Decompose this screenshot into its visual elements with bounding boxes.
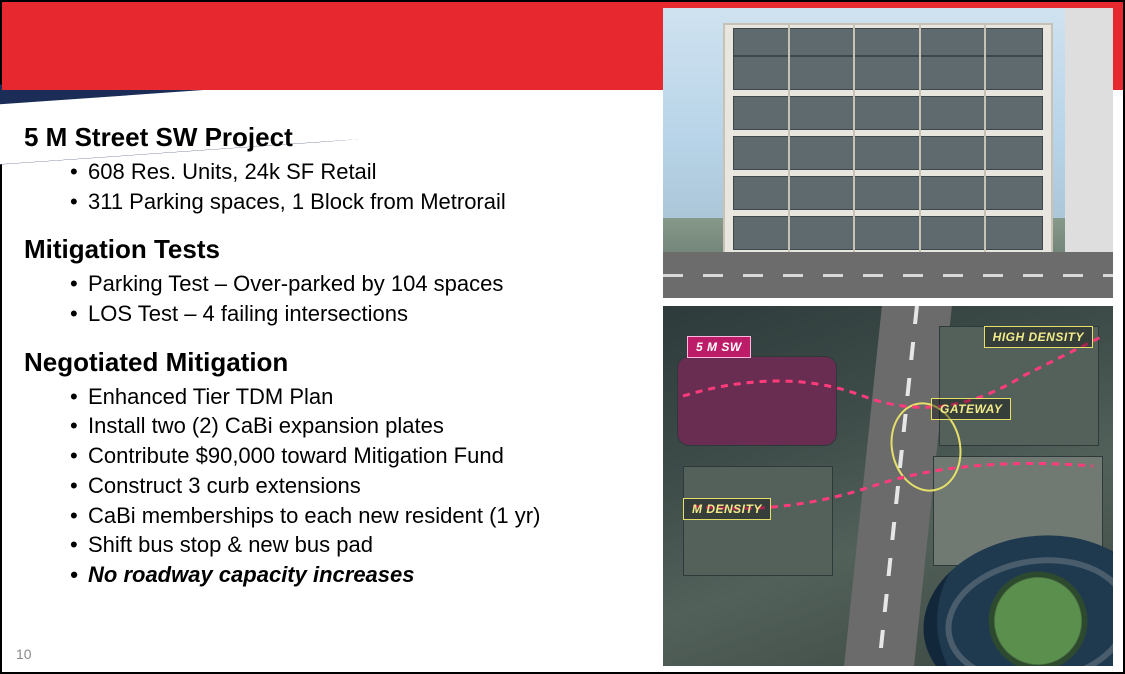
list-item: Install two (2) CaBi expansion plates bbox=[70, 411, 654, 441]
list-item: Contribute $90,000 toward Mitigation Fun… bbox=[70, 441, 654, 471]
bullet-list-mitigation: Enhanced Tier TDM Plan Install two (2) C… bbox=[24, 382, 654, 590]
list-item: Construct 3 curb extensions bbox=[70, 471, 654, 501]
content-column: 5 M Street SW Project 608 Res. Units, 24… bbox=[24, 122, 654, 590]
bullet-list-project: 608 Res. Units, 24k SF Retail 311 Parkin… bbox=[24, 157, 654, 216]
street bbox=[663, 252, 1113, 298]
slide: Example – Mitigation 5 M Street SW Proje… bbox=[0, 0, 1125, 674]
section-heading-project: 5 M Street SW Project bbox=[24, 122, 654, 153]
map-label-gateway: GATEWAY bbox=[931, 398, 1011, 420]
list-item: Enhanced Tier TDM Plan bbox=[70, 382, 654, 412]
section-heading-mitigation: Negotiated Mitigation bbox=[24, 347, 654, 378]
bullet-list-tests: Parking Test – Over-parked by 104 spaces… bbox=[24, 269, 654, 328]
aerial-map: 5 M SW HIGH DENSITY GATEWAY M DENSITY bbox=[663, 306, 1113, 666]
list-item: Shift bus stop & new bus pad bbox=[70, 530, 654, 560]
image-column: 5 M SW HIGH DENSITY GATEWAY M DENSITY bbox=[663, 8, 1113, 668]
map-label-site: 5 M SW bbox=[687, 336, 751, 358]
adjacent-building bbox=[1065, 8, 1113, 258]
list-item: Parking Test – Over-parked by 104 spaces bbox=[70, 269, 654, 299]
header-overlay bbox=[2, 2, 682, 90]
building-rendering bbox=[663, 8, 1113, 298]
main-building bbox=[723, 23, 1053, 258]
page-number: 10 bbox=[16, 646, 32, 662]
list-item: 311 Parking spaces, 1 Block from Metrora… bbox=[70, 187, 654, 217]
building-facade-grid bbox=[725, 25, 1051, 256]
map-label-high-density: HIGH DENSITY bbox=[984, 326, 1093, 348]
map-label-m-density: M DENSITY bbox=[683, 498, 771, 520]
city-block bbox=[683, 466, 833, 576]
list-item: LOS Test – 4 failing intersections bbox=[70, 299, 654, 329]
list-item: CaBi memberships to each new resident (1… bbox=[70, 501, 654, 531]
section-heading-tests: Mitigation Tests bbox=[24, 234, 654, 265]
list-item-emphasis: No roadway capacity increases bbox=[70, 560, 654, 590]
site-block bbox=[677, 356, 837, 446]
list-item: 608 Res. Units, 24k SF Retail bbox=[70, 157, 654, 187]
